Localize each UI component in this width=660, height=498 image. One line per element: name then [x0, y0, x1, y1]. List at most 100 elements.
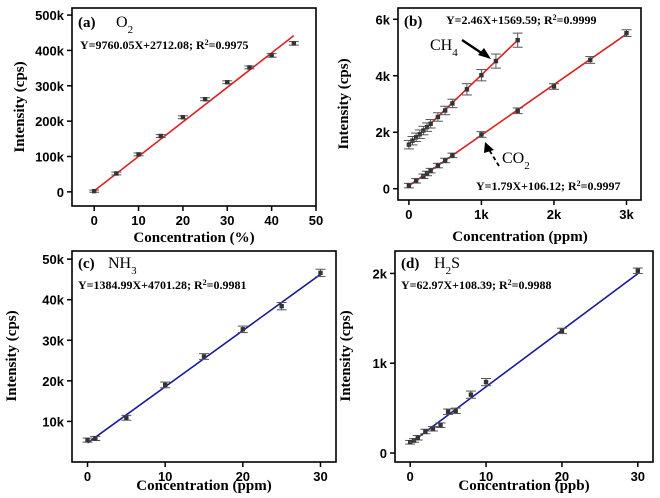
- y-tick-label: 0: [57, 185, 64, 200]
- x-ticks: 0 10 20 30: [84, 462, 328, 484]
- data-point: [479, 132, 484, 137]
- fit-equation-super: 2: [203, 278, 207, 287]
- data-point: [438, 422, 443, 428]
- species-label: O2: [116, 14, 133, 36]
- panel-c: 0 10 20 30 10k 20k 30k 40k 50k (c) NH3 Y=1384.9…: [4, 250, 337, 494]
- data-point: [318, 270, 323, 276]
- panel-label: (d): [401, 256, 419, 272]
- x-tick-label: 1k: [474, 207, 489, 222]
- fit-lines: [409, 273, 639, 444]
- data-point: [423, 429, 428, 434]
- x-tick-label: 0: [84, 469, 91, 484]
- data-point: [424, 171, 430, 176]
- data-points: [405, 267, 643, 445]
- y-axis-title: Intensity (cps): [336, 58, 352, 149]
- co2-subscript: 2: [524, 160, 530, 172]
- data-point: [158, 133, 163, 139]
- panel-label: (c): [78, 256, 95, 272]
- y-tick-label: 200k: [35, 114, 65, 129]
- data-points: [82, 268, 326, 443]
- ch4-subscript: 4: [452, 47, 458, 59]
- y-tick-label: 500k: [35, 8, 65, 23]
- data-point: [240, 327, 246, 332]
- data-point: [410, 138, 415, 143]
- y-axis-title: Intensity (cps): [12, 61, 28, 152]
- y-tick-label: 0: [383, 182, 390, 197]
- plot-frame: [394, 250, 654, 463]
- data-point: [635, 268, 641, 273]
- y-tick-label: 40k: [42, 293, 64, 308]
- fit-equation-tail: =0.9981: [207, 278, 247, 292]
- data-point: [180, 115, 186, 120]
- co2-fit-equation-main: Y=1.79X+106.12; R: [476, 179, 577, 193]
- data-points: [89, 41, 299, 194]
- fit-equation-main: Y=1384.99X+4701.28; R: [78, 278, 203, 292]
- x-tick-label: 3k: [619, 207, 634, 222]
- data-point: [450, 101, 455, 106]
- data-point: [559, 328, 565, 334]
- x-axis-title: Concentration (ppm): [452, 229, 587, 245]
- y-tick-label: 400k: [35, 43, 65, 58]
- x-tick-label: 10: [158, 469, 172, 484]
- data-point: [417, 132, 422, 137]
- fit-line: [93, 34, 295, 192]
- y-tick-label: 100k: [35, 150, 65, 165]
- panel-a: 0 10 20 30 40 50 0 100k 200k 300k 400k 500k (a) O2…: [12, 7, 323, 246]
- data-point: [424, 124, 430, 130]
- species-subscript: 2: [128, 24, 134, 36]
- y-tick-label: 6k: [376, 12, 391, 27]
- data-point: [279, 303, 284, 309]
- data-point: [515, 108, 520, 113]
- data-point: [442, 108, 448, 113]
- data-point: [85, 437, 90, 443]
- fit-equation-main: Y=9760.05X+2712.08; R: [80, 38, 205, 52]
- species-subscript: 3: [131, 265, 137, 277]
- fit-equation: Y=62.97X+108.39; R2=0.9988: [401, 278, 552, 293]
- data-point: [430, 426, 436, 431]
- y-axis-title: Intensity (cps): [4, 310, 20, 401]
- x-axis-title: Concentration (ppm): [136, 478, 271, 494]
- data-point: [483, 379, 489, 385]
- data-point: [421, 174, 426, 179]
- data-point: [464, 87, 470, 92]
- fit-equation-tail: =0.9975: [209, 38, 249, 52]
- y-tick-label: 2k: [376, 125, 391, 140]
- data-point: [450, 153, 455, 158]
- x-tick-label: 50: [309, 213, 323, 228]
- data-points: [403, 29, 632, 189]
- data-point: [435, 114, 441, 120]
- data-point: [468, 392, 474, 397]
- fit-line: [409, 273, 639, 444]
- data-point: [428, 168, 433, 173]
- y-ticks: 10k 20k 30k 40k 50k: [42, 252, 72, 429]
- panel-label: (b): [404, 14, 422, 30]
- x-tick-label: 0: [407, 469, 414, 484]
- y-tick-label: 1k: [373, 356, 388, 371]
- x-ticks: 0 10 20 30: [407, 462, 645, 484]
- plot-frame: [71, 7, 317, 207]
- ch4-fit-equation-super: 2: [553, 13, 557, 22]
- y-tick-label: 30k: [42, 333, 64, 348]
- fit-equation-tail: =0.9988: [512, 278, 552, 292]
- data-point: [269, 53, 274, 58]
- data-point: [247, 65, 252, 70]
- x-tick-label: 0: [91, 213, 98, 228]
- ch4-label: CH4: [430, 37, 458, 59]
- ch4-fit-equation-tail: =0.9999: [557, 13, 597, 27]
- x-tick-label: 30: [313, 469, 327, 484]
- ch4-arrow-head: [478, 48, 491, 59]
- data-point: [551, 84, 557, 89]
- fit-equation: Y=9760.05X+2712.08; R2=0.9975: [80, 38, 249, 53]
- data-point: [93, 436, 98, 441]
- y-tick-label: 20k: [42, 374, 64, 389]
- data-point: [479, 73, 484, 78]
- data-point: [515, 37, 520, 43]
- fit-equation-super: 2: [205, 38, 209, 47]
- co2-label: CO2: [502, 150, 530, 172]
- x-axis-title: Concentration (%): [133, 230, 254, 246]
- data-point: [445, 409, 451, 414]
- panel-d: 0 10 20 30 0 1k 2k (d) H2S Y=62.97X+108.39; R…: [338, 250, 654, 494]
- x-tick-label: 10: [131, 213, 145, 228]
